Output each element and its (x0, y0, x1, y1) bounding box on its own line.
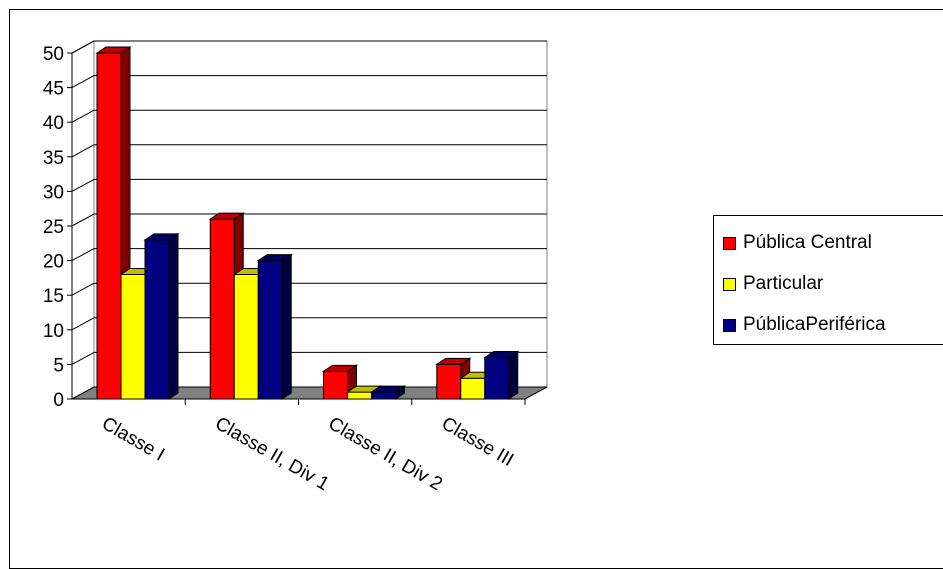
gridline-side (71, 317, 95, 331)
y-tick-label: 0 (53, 390, 64, 411)
legend-item-1: Particular (723, 272, 823, 296)
category-label: Classe I (98, 413, 168, 466)
bar (209, 218, 235, 400)
y-tick-label: 35 (43, 148, 64, 169)
gridline-side (71, 248, 95, 262)
bar-top (435, 357, 472, 365)
gridline-side (71, 178, 95, 192)
bar-top (95, 46, 132, 54)
category-label: Classe III (438, 413, 517, 471)
bar (96, 52, 122, 400)
bar-top (208, 212, 245, 220)
bar-side (168, 232, 179, 400)
gridline-side (71, 75, 95, 89)
legend-item-2: PúblicaPeriférica (723, 313, 886, 337)
bar-chart: 0 5 10 15 20 25 30 35 40 45 50 Classe I Classe II, … (43, 40, 548, 495)
gridline-side (71, 282, 95, 296)
y-tick-label: 25 (43, 217, 64, 238)
y-tick-label: 5 (53, 355, 64, 376)
y-tick-label: 45 (43, 79, 64, 100)
gridline-side (71, 351, 95, 365)
y-tick-label: 30 (43, 182, 64, 203)
legend-label: PúblicaPeriférica (743, 314, 886, 335)
y-tick-labels: 0 5 10 15 20 25 30 35 40 45 50 (43, 44, 64, 411)
bar (323, 370, 348, 400)
legend-swatch (723, 277, 736, 291)
gridlines (71, 40, 547, 365)
bar (257, 260, 283, 400)
bar-top (321, 364, 359, 372)
category-label: Classe II, Div 1 (211, 413, 332, 495)
bar-top (369, 385, 407, 393)
bar (347, 391, 372, 400)
category-label: Classe II, Div 2 (325, 413, 446, 495)
bar-top (483, 350, 520, 358)
legend-label: Particular (743, 273, 824, 294)
bar (144, 239, 170, 400)
legend-label: Pública Central (743, 232, 872, 253)
y-tick-label: 15 (43, 286, 64, 307)
bar-top (143, 233, 180, 241)
y-tick-label: 50 (43, 44, 64, 65)
y-tick-label: 10 (43, 321, 64, 342)
bar (233, 273, 259, 400)
bar (371, 391, 396, 400)
gridline-side (71, 109, 95, 123)
bar-side (508, 350, 519, 400)
gridline-side (71, 213, 95, 227)
gridline-side (71, 144, 95, 158)
bars (95, 46, 520, 400)
bar-side (281, 253, 292, 400)
y-tick-label: 20 (43, 252, 64, 273)
bar (436, 363, 462, 400)
bar (120, 273, 146, 400)
bar (460, 377, 486, 400)
gridline-side (71, 40, 95, 54)
legend-item-0: Pública Central (723, 231, 872, 255)
legend-swatch (723, 318, 736, 332)
y-tick-label: 40 (43, 113, 64, 134)
bar-top (256, 254, 293, 262)
legend-swatch (723, 236, 736, 250)
legend: Pública Central Particular PúblicaPerifé… (713, 215, 943, 345)
bar (484, 356, 510, 400)
